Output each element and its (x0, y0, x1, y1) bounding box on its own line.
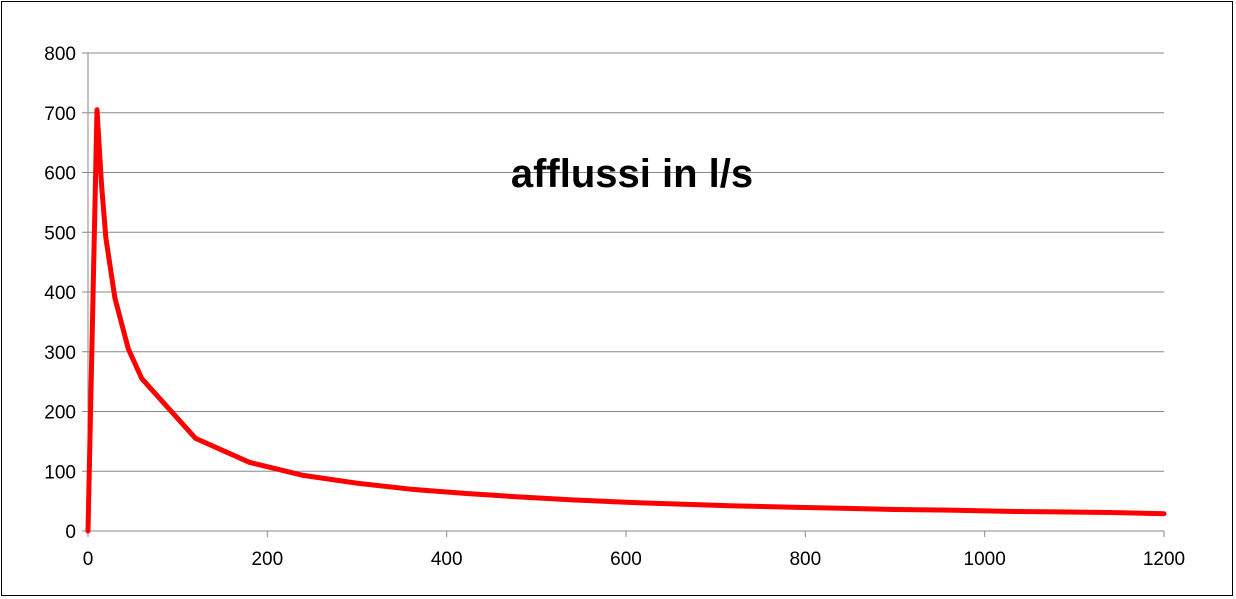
y-tick-label: 0 (65, 522, 76, 543)
y-tick-label: 800 (44, 44, 76, 65)
y-tick-label: 100 (44, 462, 76, 483)
y-tick-label: 500 (44, 223, 76, 244)
x-tick-label: 1000 (964, 549, 1006, 570)
y-tick-label: 600 (44, 164, 76, 185)
series-line (85, 107, 1167, 534)
axes (82, 52, 1165, 537)
grid-lines (88, 52, 1164, 472)
y-tick-label: 200 (44, 403, 76, 424)
chart-title: afflussi in l/s (511, 152, 753, 196)
series-layer (85, 107, 1167, 534)
y-axis-tick-labels: 0 100 200 300 400 500 600 700 800 (44, 44, 76, 543)
x-tick-label: 800 (789, 549, 821, 570)
x-tick-label: 0 (83, 549, 94, 570)
x-tick-label: 1200 (1143, 549, 1185, 570)
y-tick-label: 400 (44, 283, 76, 304)
x-tick-label: 600 (610, 549, 642, 570)
x-axis-tick-labels: 0 200 400 600 800 1000 1200 (83, 549, 1185, 570)
x-tick-label: 200 (251, 549, 283, 570)
y-tick-label: 300 (44, 343, 76, 364)
x-tick-label: 400 (431, 549, 463, 570)
y-tick-label: 700 (44, 104, 76, 125)
